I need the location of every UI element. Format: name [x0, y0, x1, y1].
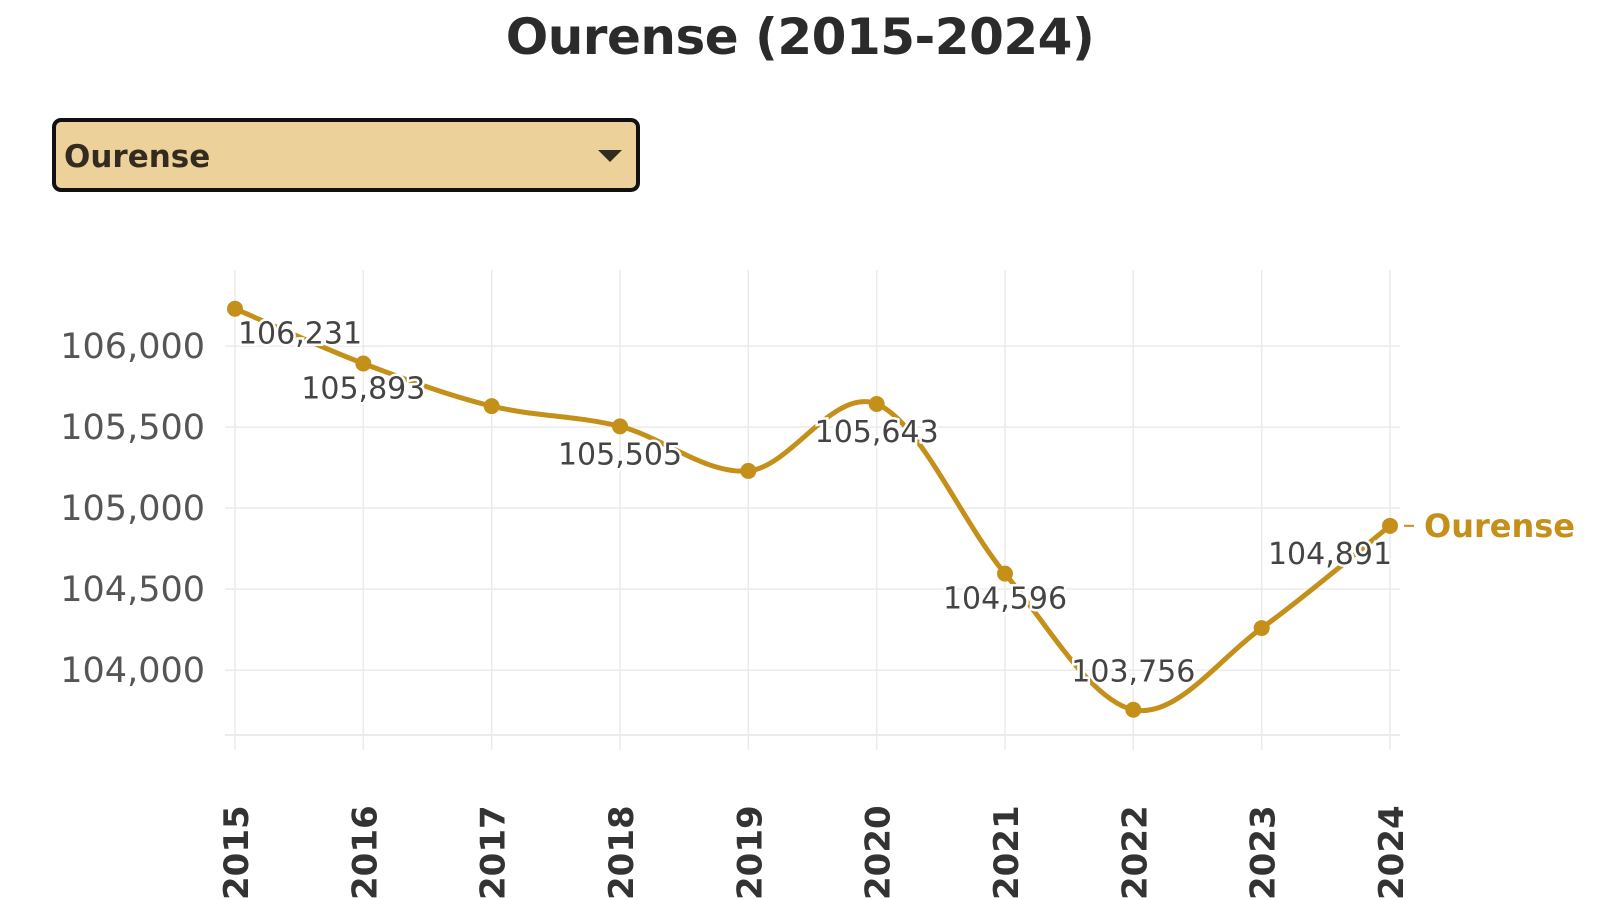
- data-label: 105,893: [301, 371, 425, 406]
- y-tick-label: 104,500: [60, 570, 205, 610]
- data-label: 104,891: [1268, 537, 1392, 572]
- data-point: [1125, 701, 1142, 718]
- x-tick-label: 2022: [1115, 805, 1155, 900]
- data-point: [483, 398, 500, 415]
- data-label: 105,505: [558, 437, 682, 472]
- data-label: 106,231: [238, 317, 362, 352]
- y-tick-label: 106,000: [60, 327, 205, 367]
- data-point: [1253, 620, 1270, 637]
- x-tick-label: 2018: [602, 805, 642, 900]
- data-point: [355, 355, 372, 372]
- data-point: [740, 462, 757, 479]
- region-dropdown[interactable]: Ourense: [52, 118, 640, 192]
- data-point: [1382, 517, 1398, 534]
- chevron-down-icon: [598, 150, 622, 162]
- x-tick-label: 2016: [345, 805, 385, 900]
- x-tick-label: 2015: [217, 805, 257, 900]
- y-tick-label: 104,000: [60, 651, 205, 691]
- data-label: 103,756: [1071, 655, 1195, 690]
- region-dropdown-value: Ourense: [64, 139, 211, 175]
- x-tick-label: 2017: [474, 805, 514, 900]
- x-tick-label: 2024: [1372, 805, 1412, 900]
- data-point: [868, 395, 885, 412]
- chart-title: Ourense (2015-2024): [505, 8, 1095, 66]
- data-label: 105,643: [815, 415, 939, 450]
- data-label: 104,596: [943, 582, 1067, 617]
- series-label: Ourense: [1424, 507, 1575, 545]
- x-tick-label: 2021: [987, 805, 1027, 900]
- data-point: [997, 565, 1013, 582]
- y-tick-label: 105,500: [60, 408, 205, 448]
- x-tick-label: 2020: [859, 805, 899, 900]
- data-point: [227, 300, 243, 317]
- x-tick-label: 2019: [730, 805, 770, 900]
- x-tick-label: 2023: [1244, 805, 1284, 900]
- series-line: [232, 306, 1393, 714]
- data-point: [612, 418, 628, 435]
- y-tick-label: 105,000: [60, 489, 205, 529]
